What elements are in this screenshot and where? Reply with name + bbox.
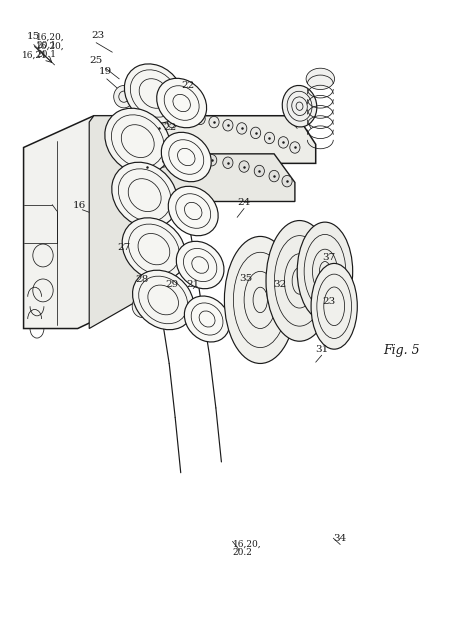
- Text: 22: 22: [182, 81, 195, 91]
- Text: 22: 22: [163, 122, 176, 131]
- Polygon shape: [89, 115, 145, 329]
- Ellipse shape: [105, 108, 171, 174]
- Text: 20.1: 20.1: [36, 50, 56, 59]
- Ellipse shape: [223, 119, 233, 131]
- Ellipse shape: [168, 186, 218, 235]
- Text: 16,21: 16,21: [22, 51, 48, 60]
- Text: 16: 16: [73, 201, 86, 210]
- Text: 20.1: 20.1: [36, 41, 56, 50]
- Text: 25: 25: [89, 56, 102, 65]
- Text: 32: 32: [273, 279, 286, 288]
- Ellipse shape: [133, 270, 194, 330]
- Ellipse shape: [174, 153, 185, 165]
- Text: 15: 15: [27, 32, 40, 41]
- Ellipse shape: [251, 127, 261, 138]
- Ellipse shape: [239, 161, 249, 172]
- Text: 21: 21: [186, 279, 199, 288]
- Ellipse shape: [167, 116, 178, 128]
- Text: 19: 19: [99, 68, 112, 77]
- Ellipse shape: [114, 138, 134, 160]
- Text: 37: 37: [323, 253, 336, 262]
- Polygon shape: [126, 154, 295, 202]
- Text: 34: 34: [333, 533, 346, 542]
- Polygon shape: [24, 115, 145, 329]
- Ellipse shape: [184, 296, 230, 342]
- Polygon shape: [138, 115, 316, 163]
- Ellipse shape: [225, 237, 296, 364]
- Ellipse shape: [112, 162, 178, 228]
- Ellipse shape: [306, 68, 334, 89]
- Text: 23: 23: [323, 297, 336, 306]
- Ellipse shape: [297, 222, 352, 320]
- Text: 16,20,: 16,20,: [232, 540, 261, 549]
- Ellipse shape: [161, 132, 211, 182]
- Text: 24: 24: [237, 198, 250, 207]
- Ellipse shape: [142, 161, 152, 172]
- Text: 29: 29: [166, 280, 179, 289]
- Text: 23: 23: [92, 31, 105, 40]
- Ellipse shape: [126, 242, 146, 265]
- Ellipse shape: [191, 153, 200, 165]
- Ellipse shape: [282, 85, 317, 127]
- Ellipse shape: [209, 116, 219, 128]
- Text: 16,20,: 16,20,: [36, 41, 65, 50]
- Ellipse shape: [181, 113, 192, 124]
- Ellipse shape: [254, 165, 265, 177]
- Ellipse shape: [278, 137, 288, 148]
- Ellipse shape: [266, 221, 333, 341]
- Text: 31: 31: [315, 345, 328, 354]
- Ellipse shape: [282, 175, 292, 187]
- Text: 28: 28: [135, 275, 149, 284]
- Ellipse shape: [125, 64, 183, 123]
- Ellipse shape: [176, 241, 224, 289]
- Ellipse shape: [153, 122, 164, 134]
- Ellipse shape: [157, 78, 206, 128]
- Text: 20.2: 20.2: [232, 548, 252, 557]
- Ellipse shape: [122, 218, 186, 281]
- Ellipse shape: [269, 170, 279, 182]
- Ellipse shape: [290, 142, 300, 153]
- Text: Fig. 5: Fig. 5: [383, 344, 419, 357]
- Ellipse shape: [114, 85, 134, 108]
- Ellipse shape: [223, 157, 233, 168]
- Ellipse shape: [237, 122, 247, 134]
- Text: 27: 27: [117, 243, 130, 252]
- Ellipse shape: [311, 263, 357, 349]
- Ellipse shape: [120, 190, 140, 212]
- Ellipse shape: [195, 113, 205, 124]
- Ellipse shape: [33, 244, 53, 267]
- Ellipse shape: [265, 132, 274, 144]
- Ellipse shape: [206, 154, 217, 166]
- Ellipse shape: [33, 279, 53, 302]
- Text: 16,20,: 16,20,: [36, 33, 65, 42]
- Ellipse shape: [158, 156, 168, 167]
- Ellipse shape: [132, 295, 153, 318]
- Text: 35: 35: [239, 274, 252, 283]
